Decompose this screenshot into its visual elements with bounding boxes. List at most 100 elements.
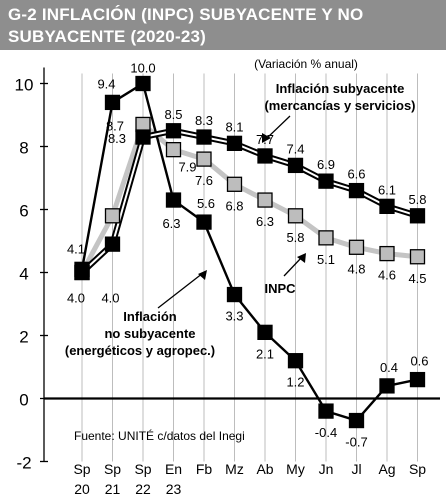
marker-subyacente <box>74 264 90 281</box>
marker-no-subyacente <box>165 192 182 208</box>
marker-subyacente <box>135 129 151 145</box>
data-label-no-subyacente: 5.6 <box>197 196 215 211</box>
marker-no-subyacente <box>409 371 426 388</box>
data-label-no-subyacente: 2.1 <box>256 346 274 361</box>
marker-inpc <box>287 208 304 224</box>
data-label-subyacente: 7.4 <box>286 141 304 156</box>
annotation-arrowhead <box>297 253 306 263</box>
marker-inpc <box>348 239 365 255</box>
marker-subyacente <box>409 208 426 224</box>
marker-no-subyacente <box>135 75 151 92</box>
marker-no-subyacente <box>287 353 304 369</box>
data-label-inpc: 6.8 <box>225 198 243 213</box>
chart-title-line-2: SUBYACENTE (2020-23) <box>8 27 206 46</box>
data-label-subyacente: 6.9 <box>317 157 335 172</box>
marker-inpc <box>226 176 243 192</box>
marker-subyacente <box>257 148 273 164</box>
marker-subyacente <box>196 129 212 145</box>
x-tick-label-year: 21 <box>105 481 121 497</box>
marker-subyacente <box>226 135 243 152</box>
data-label-inpc: 7.9 <box>178 160 196 175</box>
y-tick-label: 6 <box>19 202 28 221</box>
data-label-subyacente: 8.3 <box>195 113 213 128</box>
data-label-subyacente: 5.8 <box>408 192 426 207</box>
data-label-subyacente: 6.1 <box>378 182 396 197</box>
x-tick-label: Sp <box>134 461 151 477</box>
marker-inpc <box>379 245 395 262</box>
y-tick-label: 2 <box>19 328 28 347</box>
data-label-no-subyacente: 9.4 <box>97 76 115 91</box>
data-label-no-subyacente: 1.2 <box>286 375 304 390</box>
data-label-inpc: 7.6 <box>195 173 213 188</box>
series-label-no-subyacente: Inflación <box>123 309 177 324</box>
marker-subyacente <box>165 123 182 139</box>
data-label-extra: 4.0 <box>101 291 119 306</box>
data-label-no-subyacente: 0.6 <box>410 354 428 369</box>
data-label-no-subyacente: 0.4 <box>380 360 398 375</box>
data-label-subyacente: 4.0 <box>67 291 85 306</box>
marker-no-subyacente <box>379 378 395 394</box>
data-label-no-subyacente: 3.3 <box>225 309 243 324</box>
data-label-no-subyacente: 4.1 <box>67 241 85 256</box>
annotation-arrowhead <box>198 270 207 280</box>
y-tick-label: 0 <box>19 391 28 410</box>
x-tick-label: Mz <box>225 461 244 477</box>
x-tick-label: My <box>286 461 305 477</box>
marker-inpc <box>409 249 426 265</box>
data-label-inpc: 4.8 <box>347 261 365 276</box>
marker-inpc <box>196 151 212 167</box>
series-label-no-subyacente: no subyacente <box>104 326 195 341</box>
data-label-inpc: 4.6 <box>378 268 396 283</box>
series-label-inpc: INPC <box>264 281 296 296</box>
chart-header: G-2 INFLACIÓN (INPC) SUBYACENTE Y NO SUB… <box>0 0 446 50</box>
y-tick-label: 4 <box>19 265 28 284</box>
data-label-subyacente: 8.3 <box>108 131 126 146</box>
x-tick-label: En <box>165 461 182 477</box>
chart-title-line-1: G-2 INFLACIÓN (INPC) SUBYACENTE Y NO <box>8 5 364 24</box>
series-label-subyacente: (mercancías y servicios) <box>264 98 415 113</box>
data-label-inpc: 5.1 <box>317 252 335 267</box>
x-tick-label: Sp <box>409 461 426 477</box>
x-tick-label: Fb <box>196 461 213 477</box>
marker-inpc <box>104 208 121 224</box>
marker-subyacente <box>348 182 365 199</box>
y-tick-label: 8 <box>19 139 28 158</box>
x-tick-label-year: 22 <box>135 481 151 497</box>
data-label-inpc: 8.7 <box>106 118 124 133</box>
marker-no-subyacente <box>226 286 243 303</box>
x-tick-label-year: 20 <box>74 481 90 497</box>
marker-subyacente <box>379 198 395 215</box>
data-label-subyacente: 6.6 <box>347 167 365 182</box>
series-label-subyacente: Inflación subyacente <box>276 81 405 96</box>
annotation-arrowhead <box>262 133 271 143</box>
marker-no-subyacente <box>348 412 365 429</box>
marker-no-subyacente <box>104 94 121 111</box>
annotation-arrow <box>157 272 204 309</box>
data-label-inpc: 6.3 <box>256 214 274 229</box>
data-label-no-subyacente: -0.4 <box>315 425 337 440</box>
x-tick-label: Jl <box>351 461 361 477</box>
data-label-no-subyacente: 10.0 <box>130 61 155 76</box>
x-tick-label-year: 23 <box>166 481 182 497</box>
chart-source: Fuente: UNITÉ c/datos del Inegi <box>74 428 245 443</box>
marker-subyacente <box>287 157 304 174</box>
x-tick-label: Sp <box>104 461 121 477</box>
y-tick-label: 10 <box>15 76 34 95</box>
data-label-subyacente: 8.5 <box>164 107 182 122</box>
chart-subtitle: (Variación % anual) <box>254 57 358 71</box>
data-label-no-subyacente: 6.3 <box>162 216 180 231</box>
x-tick-label: Jn <box>319 461 334 477</box>
annotation-arrow <box>283 256 303 277</box>
marker-inpc <box>318 230 334 246</box>
marker-subyacente <box>104 236 121 252</box>
x-tick-label: Sp <box>73 461 90 477</box>
marker-inpc <box>257 192 273 208</box>
data-label-inpc: 4.5 <box>408 271 426 286</box>
x-tick-label: Ag <box>378 461 395 477</box>
annotation-arrow <box>265 115 291 140</box>
marker-no-subyacente <box>196 214 212 230</box>
marker-no-subyacente <box>318 403 334 419</box>
series-label-no-subyacente: (energéticos y agropec.) <box>65 343 215 358</box>
marker-no-subyacente <box>257 324 273 341</box>
marker-inpc <box>165 141 182 158</box>
